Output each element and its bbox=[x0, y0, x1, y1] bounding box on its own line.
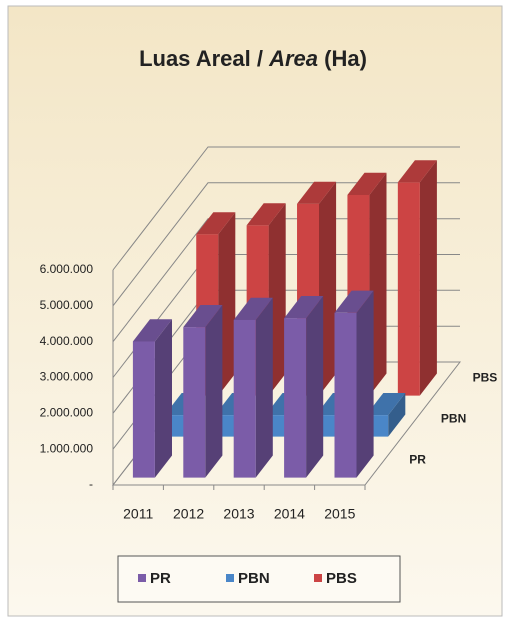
y-tick-label: 6.000.000 bbox=[40, 262, 94, 276]
bar bbox=[334, 312, 357, 478]
title-part: Luas Areal / bbox=[139, 46, 263, 71]
legend-swatch bbox=[226, 574, 234, 582]
legend-swatch bbox=[314, 574, 322, 582]
title-part: (Ha) bbox=[324, 46, 367, 71]
bar-top bbox=[366, 393, 406, 416]
legend-label: PBN bbox=[238, 570, 270, 587]
bar-side bbox=[218, 212, 236, 396]
depth-label: PBS bbox=[473, 371, 498, 385]
bar bbox=[132, 341, 155, 478]
x-tick-label: 2013 bbox=[223, 506, 254, 522]
bar-top bbox=[246, 203, 286, 226]
bar-top bbox=[183, 305, 223, 328]
bar-side bbox=[255, 297, 273, 478]
legend-box bbox=[117, 555, 401, 603]
bar-side bbox=[319, 181, 337, 396]
y-tick-label: 1.000.000 bbox=[40, 441, 94, 455]
bar bbox=[397, 182, 420, 396]
legend-label: PR bbox=[150, 570, 171, 587]
bar-top bbox=[132, 319, 172, 342]
bar-side bbox=[388, 393, 406, 437]
bar-top bbox=[233, 297, 273, 320]
depth-label: PBN bbox=[441, 412, 466, 426]
bar-side bbox=[419, 160, 437, 396]
title-part: Area bbox=[268, 46, 318, 71]
bar-top bbox=[284, 296, 324, 319]
bar-top bbox=[397, 160, 437, 183]
bar bbox=[183, 327, 206, 478]
bar-side bbox=[268, 203, 286, 396]
y-tick-label: 3.000.000 bbox=[40, 370, 94, 384]
bar-side bbox=[205, 305, 223, 478]
legend-swatch bbox=[138, 574, 146, 582]
x-tick-label: 2011 bbox=[123, 506, 153, 522]
bar-side bbox=[154, 319, 172, 478]
y-tick-label: - bbox=[89, 477, 93, 491]
chart-title: Luas Areal / Area (Ha) bbox=[139, 46, 367, 71]
bar bbox=[233, 319, 256, 478]
bar bbox=[284, 318, 307, 478]
x-tick-label: 2015 bbox=[324, 506, 355, 522]
bar-side bbox=[356, 290, 374, 478]
x-tick-label: 2012 bbox=[173, 506, 204, 522]
legend-label: PBS bbox=[326, 570, 357, 587]
bar-top bbox=[334, 290, 374, 313]
bar-top bbox=[297, 181, 337, 204]
y-tick-label: 2.000.000 bbox=[40, 406, 94, 420]
bar-top bbox=[196, 212, 236, 235]
y-tick-label: 5.000.000 bbox=[40, 298, 94, 312]
grid-line bbox=[112, 146, 460, 271]
bar-side bbox=[369, 172, 387, 396]
depth-label: PR bbox=[409, 453, 426, 467]
bar-side bbox=[306, 296, 324, 478]
y-tick-label: 4.000.000 bbox=[40, 334, 94, 348]
x-tick-label: 2014 bbox=[274, 506, 305, 522]
bar-top bbox=[347, 172, 387, 195]
